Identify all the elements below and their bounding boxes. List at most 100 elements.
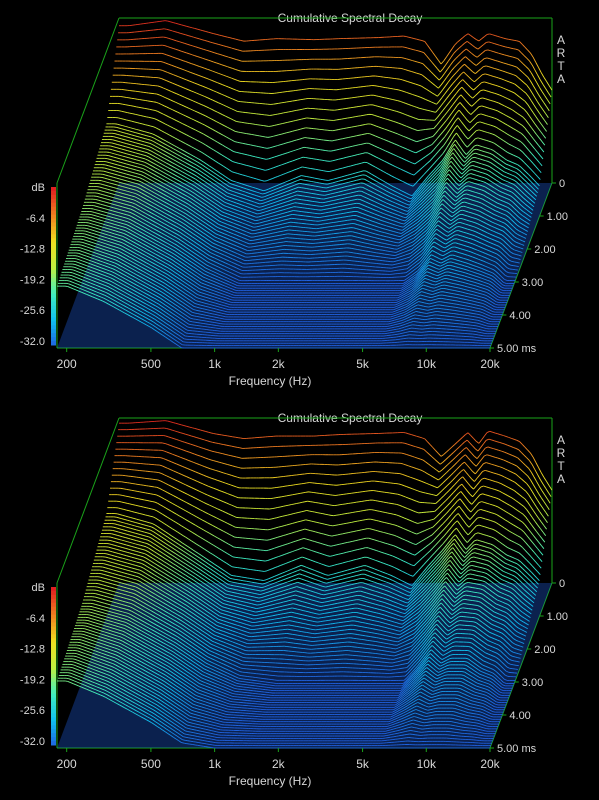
- decay-segment: [257, 232, 260, 234]
- decay-segment: [242, 233, 246, 236]
- decay-segment: [147, 159, 151, 163]
- decay-segment: [184, 183, 188, 187]
- decay-segment: [468, 185, 472, 188]
- decay-segment: [203, 173, 207, 176]
- decay-segment: [497, 185, 501, 188]
- decay-segment: [202, 176, 206, 179]
- decay-segment: [154, 167, 159, 170]
- decay-segment: [516, 210, 520, 214]
- decay-segment: [309, 176, 313, 179]
- decay-segment: [514, 138, 518, 141]
- decay-segment: [361, 133, 365, 136]
- decay-segment: [239, 221, 243, 224]
- decay-segment: [238, 238, 242, 241]
- decay-segment: [231, 197, 235, 200]
- decay-segment: [438, 207, 442, 212]
- decay-segment: [289, 130, 293, 133]
- decay-segment: [173, 188, 178, 191]
- decay-segment: [255, 187, 259, 190]
- decay-segment: [482, 198, 486, 202]
- decay-segment: [200, 48, 204, 50]
- decay-segment: [475, 178, 479, 181]
- decay-segment: [401, 222, 405, 225]
- decay-segment: [438, 181, 442, 187]
- decay-segment: [446, 94, 450, 99]
- decay-segment: [211, 167, 215, 170]
- decay-segment: [486, 131, 490, 134]
- decay-segment: [474, 209, 478, 211]
- decay-segment: [147, 170, 151, 173]
- decay-segment: [378, 230, 382, 233]
- decay-segment: [186, 155, 190, 158]
- decay-segment: [186, 79, 190, 82]
- decay-segment: [468, 207, 472, 210]
- decay-segment: [490, 216, 494, 219]
- decay-segment: [424, 206, 428, 210]
- decay-segment: [117, 123, 121, 126]
- decay-segment: [393, 231, 397, 233]
- decay-segment: [347, 146, 351, 148]
- decay-segment: [445, 60, 449, 66]
- decay-segment: [402, 180, 406, 183]
- decay-segment: [258, 146, 262, 148]
- decay-segment: [501, 208, 505, 211]
- decay-segment: [205, 115, 209, 118]
- decay-segment: [423, 210, 428, 214]
- decay-segment: [535, 186, 539, 190]
- decay-segment: [164, 198, 169, 201]
- decay-segment: [486, 169, 490, 172]
- decay-segment: [435, 85, 439, 89]
- decay-segment: [486, 41, 489, 43]
- decay-segment: [439, 173, 444, 178]
- decay-segment: [264, 223, 268, 226]
- decay-segment: [513, 170, 517, 173]
- decay-segment: [239, 200, 243, 203]
- decay-segment: [406, 58, 410, 61]
- decay-segment: [411, 104, 415, 107]
- decay-segment: [443, 209, 447, 213]
- decay-segment: [194, 160, 198, 163]
- decay-segment: [382, 149, 386, 152]
- decay-segment: [376, 176, 380, 180]
- decay-segment: [373, 240, 377, 243]
- decay-segment: [382, 216, 386, 219]
- decay-segment: [385, 202, 389, 205]
- decay-segment: [512, 225, 517, 230]
- decay-segment: [381, 242, 385, 244]
- decay-segment: [357, 207, 362, 209]
- decay-segment: [349, 173, 353, 175]
- decay-segment: [407, 224, 411, 227]
- decay-segment: [523, 179, 528, 183]
- decay-segment: [217, 204, 221, 208]
- decay-segment: [394, 99, 398, 102]
- decay-segment: [283, 219, 287, 221]
- decay-segment: [264, 180, 268, 182]
- decay-segment: [398, 200, 402, 203]
- decay-segment: [512, 215, 516, 219]
- decay-segment: [458, 171, 463, 175]
- decay-segment: [177, 154, 181, 157]
- decay-segment: [192, 100, 196, 103]
- decay-segment: [416, 38, 420, 41]
- decay-segment: [204, 67, 208, 70]
- decay-segment: [444, 111, 448, 116]
- decay-segment: [280, 209, 284, 212]
- decay-segment: [164, 165, 169, 168]
- decay-segment: [428, 181, 432, 185]
- decay-segment: [293, 109, 297, 112]
- decay-segment: [153, 162, 157, 166]
- decay-segment: [481, 130, 485, 132]
- decay-segment: [492, 59, 496, 61]
- decay-segment: [441, 72, 446, 78]
- decay-segment: [254, 190, 258, 193]
- decay-segment: [170, 201, 174, 204]
- decay-segment: [523, 55, 528, 59]
- decay-segment: [293, 149, 296, 152]
- decay-segment: [118, 168, 122, 170]
- decay-segment: [185, 143, 189, 146]
- decay-segment: [231, 77, 235, 80]
- decay-slice: [107, 117, 541, 187]
- decay-segment: [198, 214, 202, 217]
- decay-segment: [461, 42, 465, 47]
- decay-segment: [317, 178, 321, 180]
